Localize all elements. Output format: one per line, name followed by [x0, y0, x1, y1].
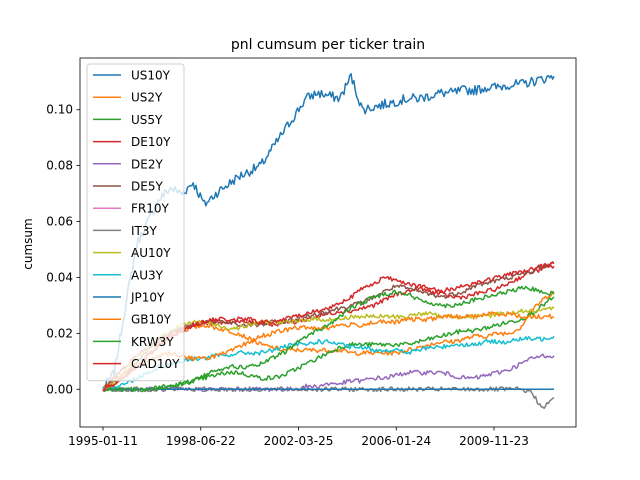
x-tick-label: 2009-11-23: [459, 434, 529, 448]
series-line-krw3y: [102, 285, 555, 393]
legend-label-it3y: IT3Y: [131, 224, 158, 238]
legend-box: [86, 63, 185, 382]
plot-frame: [79, 57, 577, 428]
series-line-de2y: [102, 353, 555, 393]
legend-label-fr10y: FR10Y: [131, 202, 170, 216]
y-tick-label: 0.06: [46, 215, 73, 229]
y-axis-label: cumsum: [21, 218, 35, 269]
x-tick-label: 1998-06-22: [166, 434, 236, 448]
legend-label-de2y: DE2Y: [131, 157, 163, 171]
legend-label-us5y: US5Y: [131, 113, 163, 127]
y-tick-label: 0.00: [46, 382, 73, 396]
legend-label-au10y: AU10Y: [131, 246, 171, 260]
x-tick-label: 2006-01-24: [361, 434, 431, 448]
legend-label-krw3y: KRW3Y: [131, 335, 174, 349]
legend: US10Y US2Y US5Y DE10Y DE2Y DE5Y FR10Y IT3Y AU10Y…: [86, 63, 185, 382]
y-tick-label: 0.10: [46, 103, 73, 117]
legend-label-au3y: AU3Y: [131, 268, 164, 282]
y-tick-label: 0.02: [46, 326, 73, 340]
legend-label-de5y: DE5Y: [131, 180, 163, 194]
series-line-it3y: [102, 386, 555, 410]
y-tick-label: 0.08: [46, 159, 73, 173]
legend-label-de10y: DE10Y: [131, 135, 171, 149]
axes: 0.00 0.02 0.04 0.06 0.08 0.10 1995-01-11 1998-0…: [46, 57, 577, 448]
legend-label-us2y: US2Y: [131, 91, 163, 105]
chart-title: pnl cumsum per ticker train: [231, 37, 425, 53]
legend-label-us10y: US10Y: [131, 69, 171, 83]
x-tick-label: 2002-03-25: [264, 434, 334, 448]
legend-label-jp10y: JP10Y: [130, 291, 165, 305]
y-tick-label: 0.04: [46, 270, 73, 284]
x-tick-label: 1995-01-11: [68, 434, 138, 448]
legend-label-gb10y: GB10Y: [131, 313, 172, 327]
legend-label-cad10y: CAD10Y: [131, 357, 180, 371]
